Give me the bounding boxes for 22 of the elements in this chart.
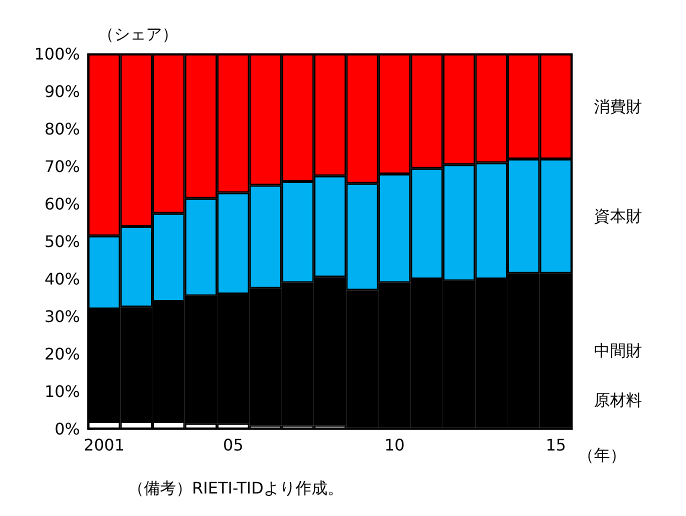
x-tick-label: 10 — [384, 436, 405, 454]
series-label: 消費財 — [594, 97, 642, 116]
series-label: 原材料 — [594, 390, 642, 410]
y-tick-label: 10% — [44, 382, 80, 401]
y-tick-label: 40% — [44, 270, 80, 288]
text: （備考）RIETI-TIDより作成。 — [128, 478, 344, 498]
x-tick-label: 2001 — [84, 436, 124, 454]
series-label: 資本財 — [594, 206, 642, 226]
series-label: 中間財 — [594, 340, 642, 360]
x-tick-label: 15 — [546, 436, 566, 454]
y-tick-label: 100% — [34, 44, 80, 64]
y-tick-label: 0% — [54, 420, 80, 438]
y-tick-label: 70% — [44, 157, 80, 176]
y-tick-label: 30% — [44, 307, 80, 326]
y-tick-label: 20% — [44, 344, 80, 364]
x-tick-label: 05 — [223, 436, 244, 454]
y-tick-label: 90% — [44, 82, 80, 101]
y-tick-label: 80% — [44, 120, 80, 138]
y-axis-title: （シェア） — [98, 24, 178, 44]
y-tick-label: 60% — [44, 194, 80, 214]
x-axis-title: （年） — [578, 446, 626, 464]
y-tick-label: 50% — [44, 232, 80, 251]
